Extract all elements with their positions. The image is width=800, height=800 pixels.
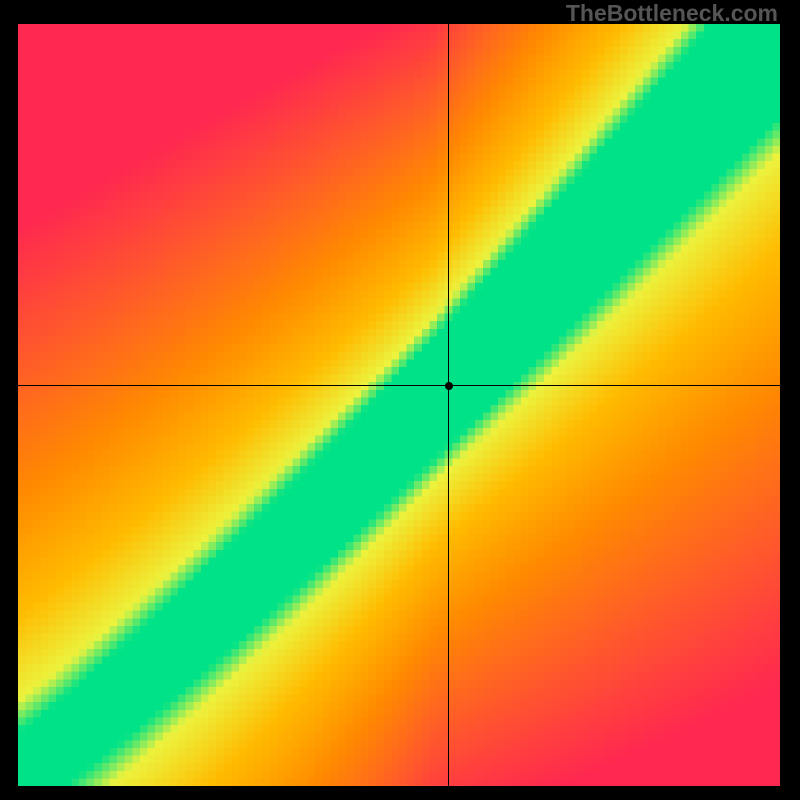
crosshair-marker (445, 382, 453, 390)
bottleneck-heatmap (18, 24, 780, 786)
crosshair-vertical (448, 24, 449, 786)
chart-container: TheBottleneck.com (0, 0, 800, 800)
watermark-text: TheBottleneck.com (566, 0, 778, 27)
crosshair-horizontal (18, 385, 780, 386)
